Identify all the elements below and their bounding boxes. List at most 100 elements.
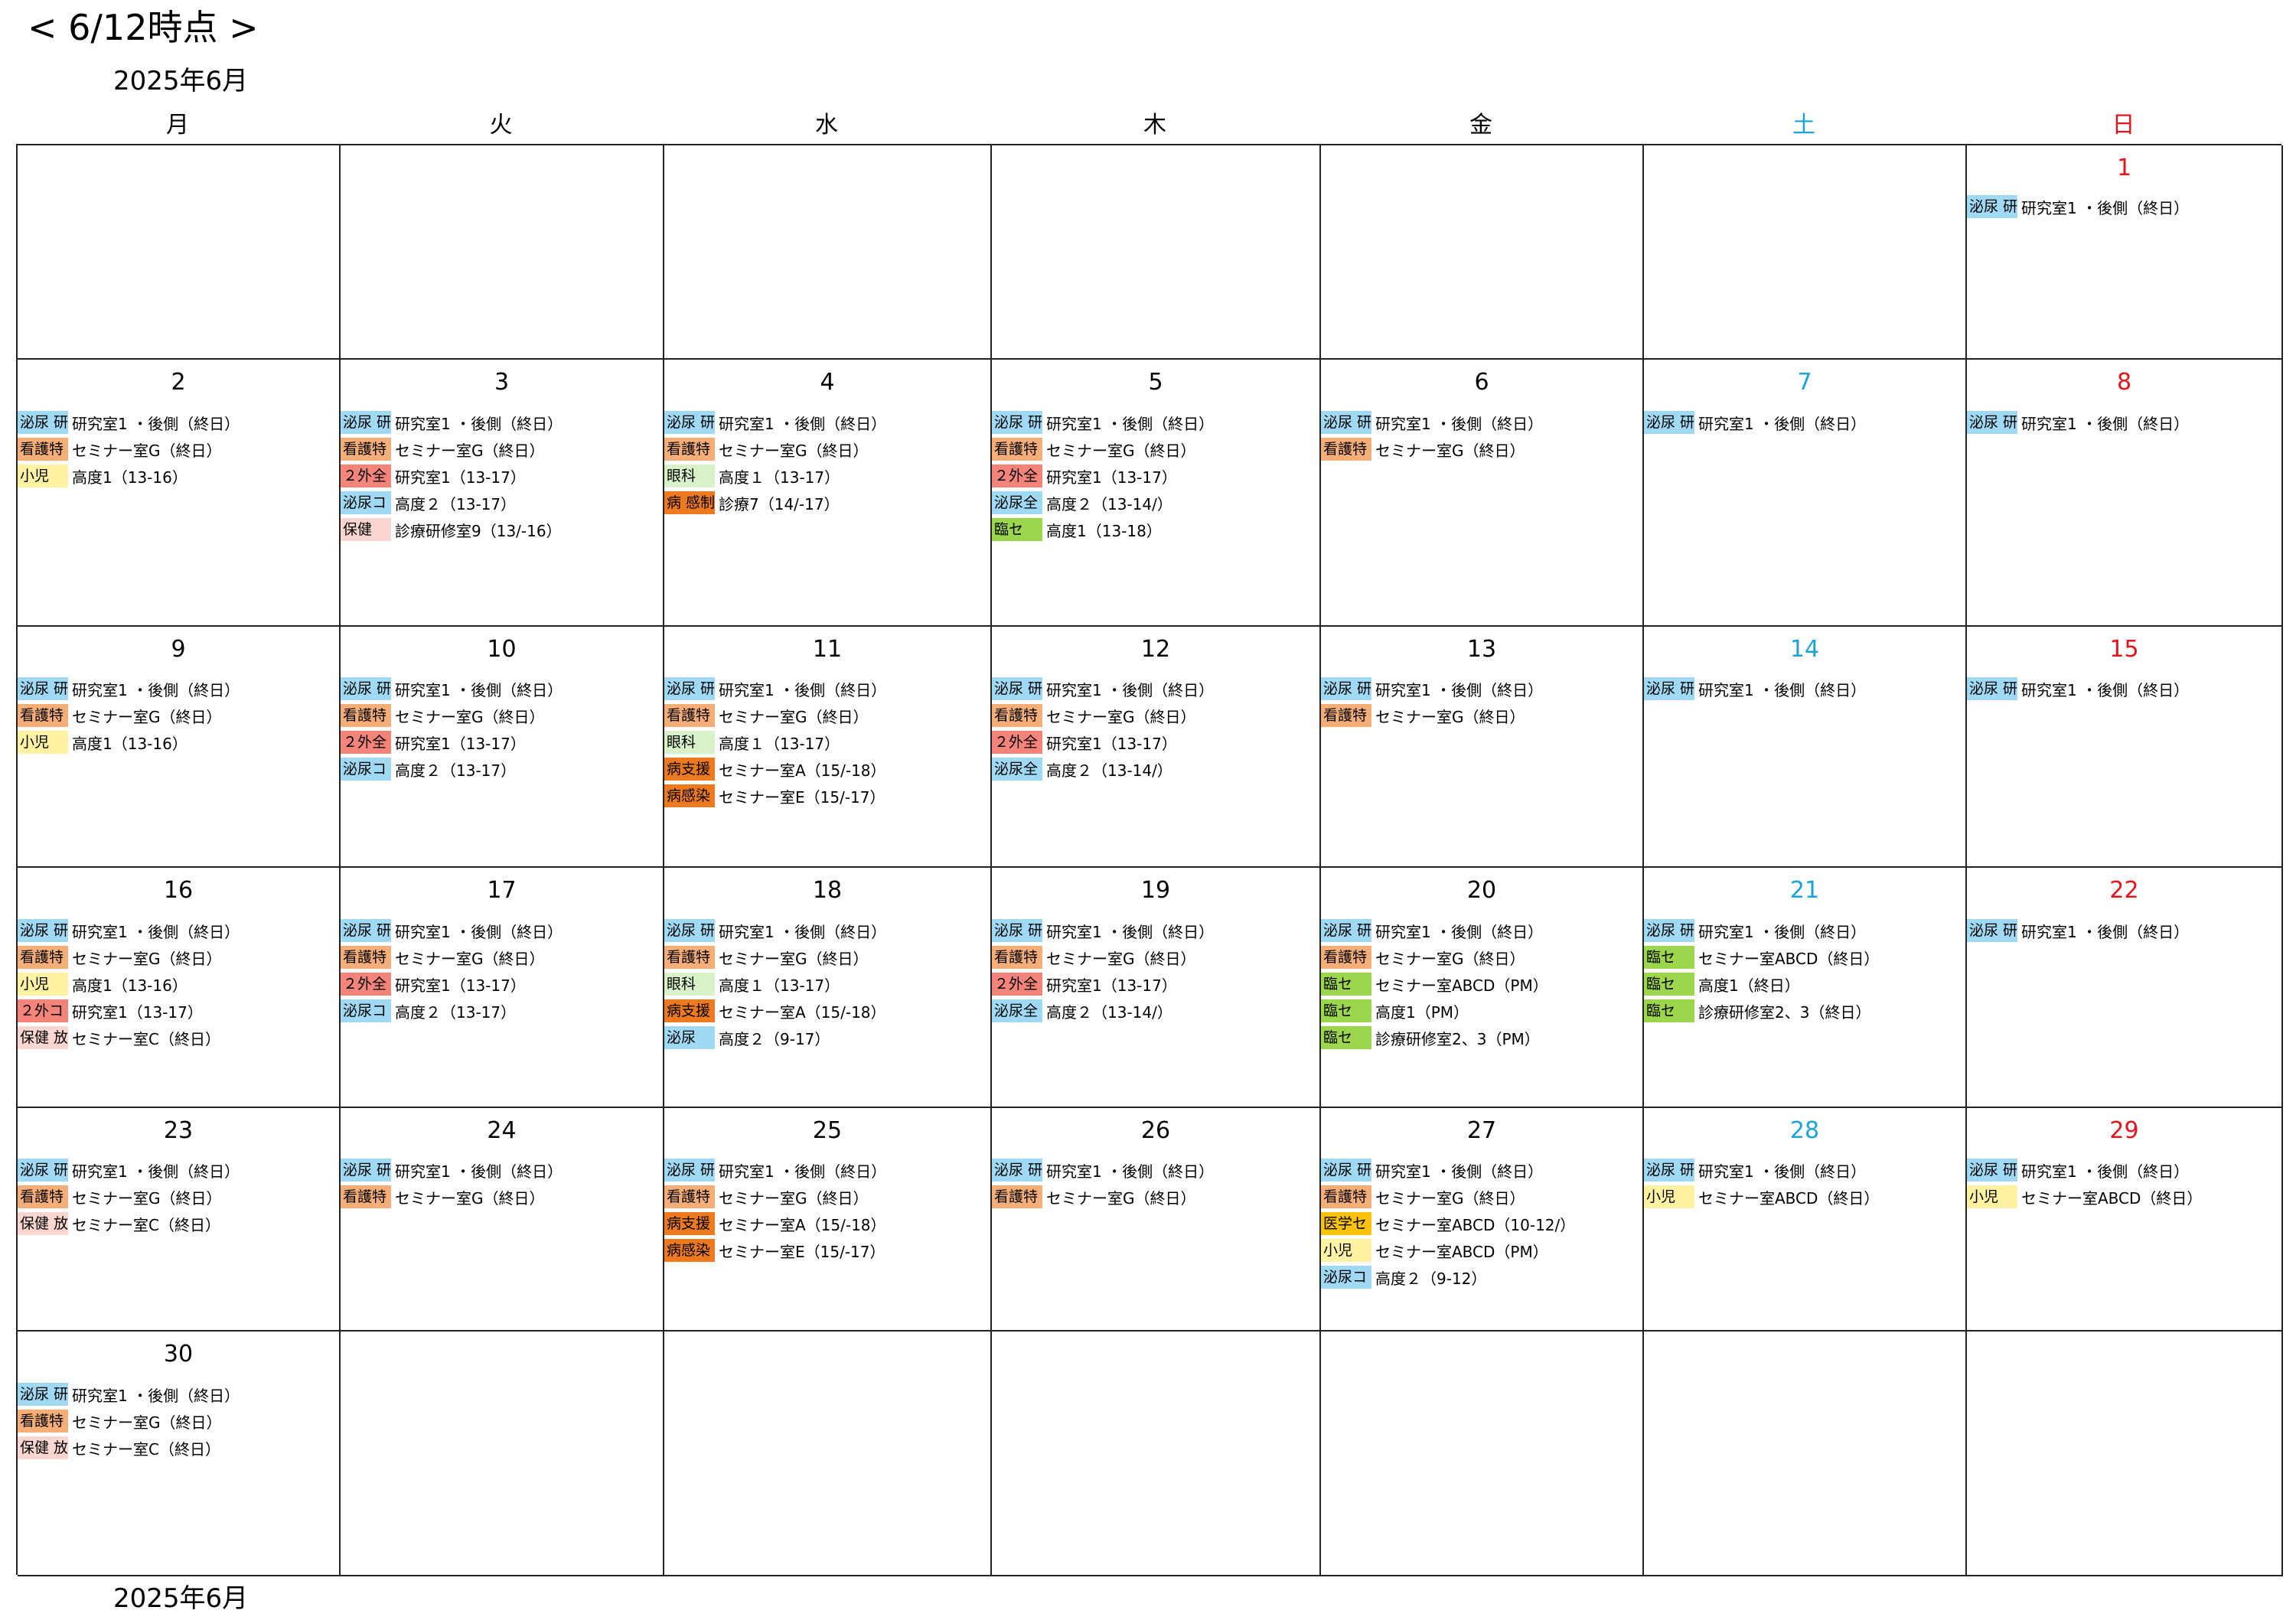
event-item[interactable]: 看護特 セミナー室G（終日） xyxy=(1321,1185,1525,1208)
event-item[interactable]: 看護特 セミナー室G（終日） xyxy=(992,704,1196,727)
event-item[interactable]: 看護特 セミナー室G（終日） xyxy=(664,946,869,969)
day-cell[interactable]: 25 泌尿 研研究室1 ・後側（終日） 看護特 セミナー室G（終日） 病支援 セミナー室A… xyxy=(664,1108,992,1332)
event-item[interactable]: 医学セ セミナー室ABCD（10-12/） xyxy=(1321,1212,1575,1235)
event-item[interactable]: 泌尿 研研究室1 ・後側（終日） xyxy=(1321,1159,1543,1182)
event-item[interactable]: 看護特 セミナー室G（終日） xyxy=(664,438,869,461)
day-cell[interactable]: 9 泌尿 研研究室1 ・後側（終日） 看護特 セミナー室G（終日） 小児 高度1（13-1… xyxy=(18,627,341,868)
event-item[interactable]: 看護特 セミナー室G（終日） xyxy=(341,946,545,969)
event-item[interactable]: 看護特 セミナー室G（終日） xyxy=(341,1185,545,1208)
event-item[interactable]: 泌尿 研研究室1 ・後側（終日） xyxy=(1644,1159,1866,1182)
event-item[interactable]: ２外全 研究室1（13-17） xyxy=(341,973,526,996)
day-cell[interactable]: 30 泌尿 研研究室1 ・後側（終日） 看護特 セミナー室G（終日） 保健 放セミナー室… xyxy=(18,1332,341,1576)
event-item[interactable]: 保健 放セミナー室C（終日） xyxy=(18,1212,220,1235)
event-item[interactable]: 小児 セミナー室ABCD（PM） xyxy=(1321,1239,1548,1262)
day-cell[interactable]: 22 泌尿 研研究室1 ・後側（終日） xyxy=(1967,868,2283,1108)
event-item[interactable]: ２外全 研究室1（13-17） xyxy=(992,731,1177,754)
event-item[interactable]: 保健 放セミナー室C（終日） xyxy=(18,1026,220,1049)
day-cell[interactable]: 5 泌尿 研研究室1 ・後側（終日） 看護特 セミナー室G（終日） ２外全 研究室1（13… xyxy=(992,360,1321,627)
event-item[interactable]: 臨セ 高度1（終日） xyxy=(1644,973,1800,996)
event-item[interactable]: 看護特 セミナー室G（終日） xyxy=(341,438,545,461)
day-cell[interactable] xyxy=(1644,1332,1967,1576)
day-cell[interactable]: 28 泌尿 研研究室1 ・後側（終日） 小児 セミナー室ABCD（終日） xyxy=(1644,1108,1967,1332)
event-item[interactable]: 泌尿 研研究室1 ・後側（終日） xyxy=(1967,1159,2189,1182)
event-item[interactable]: 臨セ 高度1（PM） xyxy=(1321,999,1469,1022)
event-item[interactable]: 保健 診療研修室9（13/-16） xyxy=(341,518,562,541)
event-item[interactable]: 泌尿コ 高度２（9-12） xyxy=(1321,1266,1486,1289)
day-cell[interactable]: 15 泌尿 研研究室1 ・後側（終日） xyxy=(1967,627,2283,868)
day-cell[interactable]: 10 泌尿 研研究室1 ・後側（終日） 看護特 セミナー室G（終日） ２外全 研究室1（1… xyxy=(341,627,664,868)
day-cell[interactable] xyxy=(992,1332,1321,1576)
day-cell[interactable]: 20 泌尿 研研究室1 ・後側（終日） 看護特 セミナー室G（終日） 臨セ セミナー室AB… xyxy=(1321,868,1644,1108)
day-cell[interactable]: 4 泌尿 研研究室1 ・後側（終日） 看護特 セミナー室G（終日） 眼科 高度１（13-1… xyxy=(664,360,992,627)
day-cell[interactable] xyxy=(992,145,1321,360)
event-item[interactable]: 看護特 セミナー室G（終日） xyxy=(18,704,222,727)
event-item[interactable]: 臨セ 診療研修室2、3（終日） xyxy=(1644,999,1870,1022)
day-cell[interactable] xyxy=(341,1332,664,1576)
day-cell[interactable]: 23 泌尿 研研究室1 ・後側（終日） 看護特 セミナー室G（終日） 保健 放セミナー室… xyxy=(18,1108,341,1332)
event-item[interactable]: 泌尿 研研究室1 ・後側（終日） xyxy=(664,1159,886,1182)
event-item[interactable]: 看護特 セミナー室G（終日） xyxy=(1321,946,1525,969)
event-item[interactable]: ２外コ 研究室1（13-17） xyxy=(18,999,203,1022)
event-item[interactable]: 看護特 セミナー室G（終日） xyxy=(18,1410,222,1433)
day-cell[interactable]: 2 泌尿 研研究室1 ・後側（終日） 看護特 セミナー室G（終日） 小児 高度1（13-1… xyxy=(18,360,341,627)
event-item[interactable]: 病感染 セミナー室E（15/-17） xyxy=(664,784,885,807)
event-item[interactable]: 臨セ セミナー室ABCD（PM） xyxy=(1321,973,1548,996)
day-cell[interactable]: 19 泌尿 研研究室1 ・後側（終日） 看護特 セミナー室G（終日） ２外全 研究室1（1… xyxy=(992,868,1321,1108)
event-item[interactable]: 看護特 セミナー室G（終日） xyxy=(18,438,222,461)
event-item[interactable]: 泌尿 研研究室1 ・後側（終日） xyxy=(664,411,886,434)
event-item[interactable]: 保健 放セミナー室C（終日） xyxy=(18,1436,220,1459)
event-item[interactable]: 小児 セミナー室ABCD（終日） xyxy=(1967,1185,2202,1208)
day-cell[interactable]: 14 泌尿 研研究室1 ・後側（終日） xyxy=(1644,627,1967,868)
day-cell[interactable] xyxy=(1321,1332,1644,1576)
event-item[interactable]: 病支援 セミナー室A（15/-18） xyxy=(664,1212,886,1235)
event-item[interactable]: 泌尿 研研究室1 ・後側（終日） xyxy=(1644,411,1866,434)
day-cell[interactable] xyxy=(1321,145,1644,360)
event-item[interactable]: ２外全 研究室1（13-17） xyxy=(341,731,526,754)
day-cell[interactable]: 11 泌尿 研研究室1 ・後側（終日） 看護特 セミナー室G（終日） 眼科 高度１（13-… xyxy=(664,627,992,868)
event-item[interactable]: 看護特 セミナー室G（終日） xyxy=(1321,704,1525,727)
day-cell[interactable]: 6 泌尿 研研究室1 ・後側（終日） 看護特 セミナー室G（終日） xyxy=(1321,360,1644,627)
event-item[interactable]: 泌尿 研研究室1 ・後側（終日） xyxy=(992,1159,1214,1182)
event-item[interactable]: 泌尿 研研究室1 ・後側（終日） xyxy=(1644,919,1866,942)
day-cell[interactable]: 1 泌尿 研研究室1 ・後側（終日） xyxy=(1967,145,2283,360)
event-item[interactable]: 眼科 高度１（13-17） xyxy=(664,731,840,754)
event-item[interactable]: 泌尿 研研究室1 ・後側（終日） xyxy=(1967,411,2189,434)
event-item[interactable]: ２外全 研究室1（13-17） xyxy=(992,973,1177,996)
event-item[interactable]: 臨セ セミナー室ABCD（終日） xyxy=(1644,946,1879,969)
event-item[interactable]: 泌尿 研研究室1 ・後側（終日） xyxy=(18,919,240,942)
event-item[interactable]: 泌尿 研研究室1 ・後側（終日） xyxy=(18,411,240,434)
event-item[interactable]: 病感染 セミナー室E（15/-17） xyxy=(664,1239,885,1262)
day-cell[interactable]: 7 泌尿 研研究室1 ・後側（終日） xyxy=(1644,360,1967,627)
event-item[interactable]: 泌尿 研研究室1 ・後側（終日） xyxy=(1321,677,1543,700)
event-item[interactable]: 泌尿 研研究室1 ・後側（終日） xyxy=(1967,919,2189,942)
day-cell[interactable]: 21 泌尿 研研究室1 ・後側（終日） 臨セ セミナー室ABCD（終日） 臨セ 高度1（終… xyxy=(1644,868,1967,1108)
event-item[interactable]: 看護特 セミナー室G（終日） xyxy=(341,704,545,727)
event-item[interactable]: 泌尿 研研究室1 ・後側（終日） xyxy=(992,677,1214,700)
event-item[interactable]: 眼科 高度１（13-17） xyxy=(664,973,840,996)
day-cell[interactable] xyxy=(18,145,341,360)
event-item[interactable]: 泌尿 研研究室1 ・後側（終日） xyxy=(18,1383,240,1406)
event-item[interactable]: 泌尿全 高度２（13-14/） xyxy=(992,491,1172,514)
event-item[interactable]: 泌尿 研研究室1 ・後側（終日） xyxy=(992,919,1214,942)
day-cell[interactable]: 13 泌尿 研研究室1 ・後側（終日） 看護特 セミナー室G（終日） xyxy=(1321,627,1644,868)
day-cell[interactable]: 16 泌尿 研研究室1 ・後側（終日） 看護特 セミナー室G（終日） 小児 高度1（13-… xyxy=(18,868,341,1108)
event-item[interactable]: 泌尿 研研究室1 ・後側（終日） xyxy=(664,919,886,942)
day-cell[interactable] xyxy=(1644,145,1967,360)
event-item[interactable]: 看護特 セミナー室G（終日） xyxy=(18,946,222,969)
day-cell[interactable]: 29 泌尿 研研究室1 ・後側（終日） 小児 セミナー室ABCD（終日） xyxy=(1967,1108,2283,1332)
event-item[interactable]: 泌尿 研研究室1 ・後側（終日） xyxy=(341,919,563,942)
day-cell[interactable] xyxy=(1967,1332,2283,1576)
day-cell[interactable]: 3 泌尿 研研究室1 ・後側（終日） 看護特 セミナー室G（終日） ２外全 研究室1（13… xyxy=(341,360,664,627)
event-item[interactable]: 臨セ 診療研修室2、3（PM） xyxy=(1321,1026,1540,1049)
event-item[interactable]: 看護特 セミナー室G（終日） xyxy=(664,1185,869,1208)
event-item[interactable]: 泌尿全 高度２（13-14/） xyxy=(992,758,1172,781)
day-cell[interactable]: 8 泌尿 研研究室1 ・後側（終日） xyxy=(1967,360,2283,627)
event-item[interactable]: 泌尿全 高度２（13-14/） xyxy=(992,999,1172,1022)
day-cell[interactable] xyxy=(664,1332,992,1576)
event-item[interactable]: 小児 高度1（13-16） xyxy=(18,973,188,996)
event-item[interactable]: 泌尿 高度２（9-17） xyxy=(664,1026,830,1049)
day-cell[interactable] xyxy=(664,145,992,360)
day-cell[interactable] xyxy=(341,145,664,360)
event-item[interactable]: 泌尿 研研究室1 ・後側（終日） xyxy=(1967,195,2189,218)
event-item[interactable]: 泌尿 研研究室1 ・後側（終日） xyxy=(1967,677,2189,700)
